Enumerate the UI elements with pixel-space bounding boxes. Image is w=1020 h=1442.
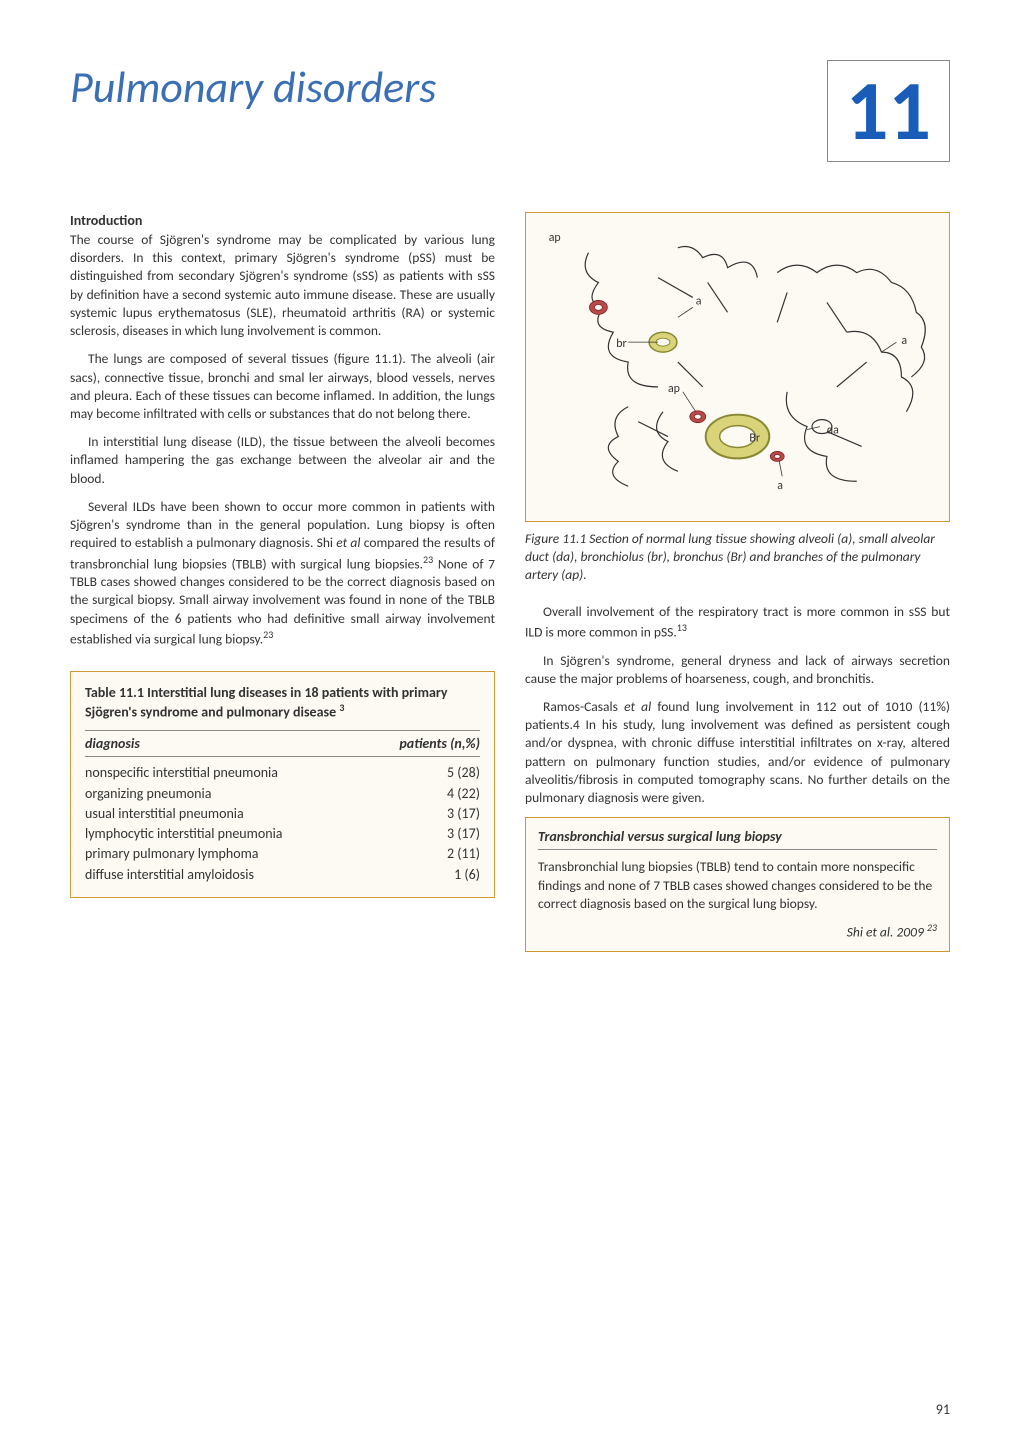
chapter-title: Pulmonary disorders	[70, 60, 436, 114]
right-p3a: Ramos-Casals	[543, 698, 624, 715]
fig-label-da: da	[827, 424, 839, 438]
table-title-text: Table 11.1 Interstitial lung diseases in…	[85, 684, 448, 721]
table-col1-header: diagnosis	[85, 735, 140, 752]
table-row: primary pulmonary lymphoma 2 (11)	[85, 844, 480, 864]
table-cell-diagnosis: organizing pneumonia	[85, 784, 211, 804]
table-row: organizing pneumonia 4 (22)	[85, 784, 480, 804]
table-cell-diagnosis: diffuse interstitial amyloidosis	[85, 865, 254, 885]
right-p2: In Sjögren's syndrome, general dryness a…	[525, 652, 950, 688]
table-cell-diagnosis: primary pulmonary lymphoma	[85, 844, 259, 864]
callout-cite-text: Shi et al. 2009	[847, 924, 927, 941]
table-cell-value: 2 (11)	[447, 844, 480, 864]
lung-tissue-diagram: ap a br ap Br da a a	[526, 213, 949, 521]
right-p1: Overall involvement of the respiratory t…	[525, 603, 950, 642]
page-number: 91	[936, 1401, 950, 1418]
table-cell-value: 4 (22)	[447, 784, 480, 804]
table-col2-header: patients (n,%)	[399, 735, 480, 752]
chapter-number: 11	[827, 60, 950, 162]
table-cell-diagnosis: usual interstitial pneumonia	[85, 804, 244, 824]
intro-p1: The course of Sjögren's syndrome may be …	[70, 231, 495, 340]
table-11-1: Table 11.1 Interstitial lung diseases in…	[70, 671, 495, 898]
fig-label-Br: Br	[749, 432, 760, 446]
table-row: diffuse interstitial amyloidosis 1 (6)	[85, 865, 480, 885]
intro-p4: Several ILDs have been shown to occur mo…	[70, 498, 495, 649]
fig-label-a2: a	[777, 479, 783, 493]
table-cell-diagnosis: nonspecific interstitial pneumonia	[85, 763, 278, 783]
intro-p4-sup1: 23	[423, 553, 433, 566]
fig-label-ap2: ap	[668, 382, 680, 396]
table-header-row: diagnosis patients (n,%)	[85, 730, 480, 757]
table-row: usual interstitial pneumonia 3 (17)	[85, 804, 480, 824]
table-cell-diagnosis: lymphocytic interstitial pneumonia	[85, 824, 283, 844]
fig-label-a: a	[696, 294, 702, 308]
chapter-header: Pulmonary disorders 11	[70, 60, 950, 162]
right-p3-etal: et al	[624, 698, 651, 715]
intro-p2: The lungs are composed of several tissue…	[70, 350, 495, 423]
intro-p4-sup2: 23	[263, 628, 273, 641]
callout-body: Transbronchial lung biopsies (TBLB) tend…	[538, 858, 937, 913]
table-cell-value: 3 (17)	[447, 824, 480, 844]
intro-p4-etal: et al	[336, 534, 360, 551]
fig-label-ap: ap	[549, 231, 561, 245]
callout-title: Transbronchial versus surgical lung biop…	[538, 828, 937, 850]
table-title: Table 11.1 Interstitial lung diseases in…	[85, 684, 480, 721]
callout-box: Transbronchial versus surgical lung biop…	[525, 817, 950, 951]
table-cell-value: 3 (17)	[447, 804, 480, 824]
intro-heading: Introduction	[70, 212, 495, 229]
table-row: lymphocytic interstitial pneumonia 3 (17…	[85, 824, 480, 844]
fig-label-a3: a	[901, 334, 907, 348]
callout-cite-sup: 23	[927, 921, 937, 934]
right-p1-text: Overall involvement of the respiratory t…	[525, 603, 950, 641]
table-cell-value: 5 (28)	[447, 763, 480, 783]
table-cell-value: 1 (6)	[454, 865, 480, 885]
callout-cite: Shi et al. 2009 23	[538, 921, 937, 941]
left-column: Introduction The course of Sjögren's syn…	[70, 212, 495, 952]
intro-p3: In interstitial lung disease (ILD), the …	[70, 433, 495, 488]
right-p1-sup: 13	[677, 621, 687, 634]
fig-label-br: br	[616, 337, 626, 351]
table-title-sup: 3	[339, 701, 344, 714]
table-row: nonspecific interstitial pneumonia 5 (28…	[85, 763, 480, 783]
right-column: ap a br ap Br da a a Figure 11.1 Section…	[525, 212, 950, 952]
figure-caption: Figure 11.1 Section of normal lung tissu…	[525, 530, 950, 585]
figure-11-1: ap a br ap Br da a a	[525, 212, 950, 522]
two-column-layout: Introduction The course of Sjögren's syn…	[70, 212, 950, 952]
right-p3: Ramos-Casals et al found lung involvemen…	[525, 698, 950, 807]
